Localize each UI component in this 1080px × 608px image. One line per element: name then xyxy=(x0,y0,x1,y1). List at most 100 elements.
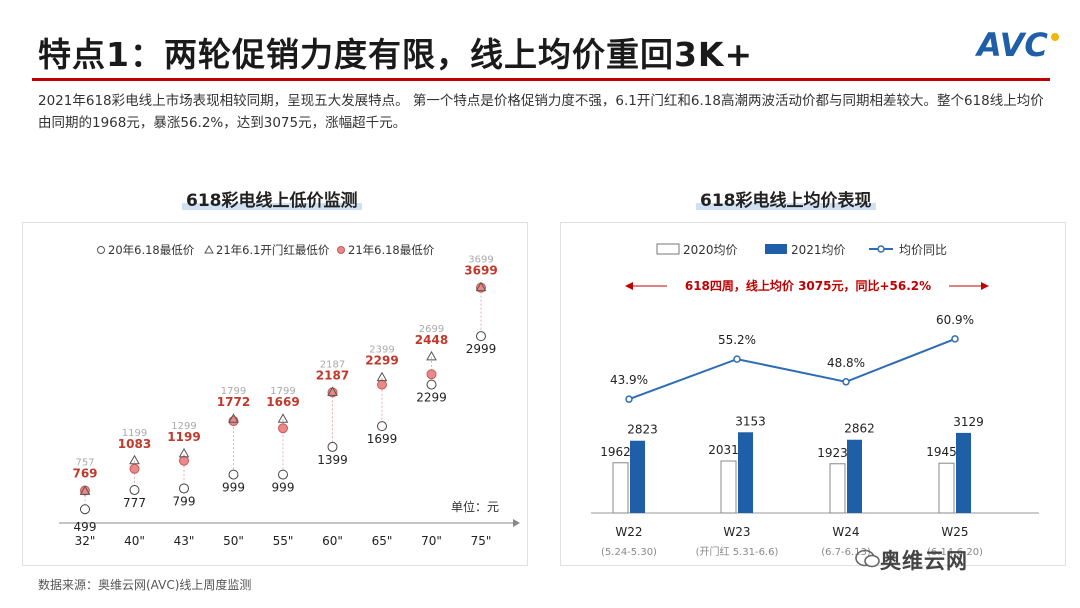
legend-label-1: 21年6.1开门红最低价 xyxy=(216,243,330,257)
bar-2020 xyxy=(829,463,846,514)
point-2020 xyxy=(228,469,239,480)
bar-label-2020: 1923 xyxy=(817,446,848,460)
legend-label-0: 20年6.18最低价 xyxy=(108,243,195,257)
yoy-point xyxy=(625,395,633,403)
x-tick-label: W23 xyxy=(723,525,750,539)
point-2021-61 xyxy=(426,350,437,361)
point-2021-61 xyxy=(178,447,190,458)
point-2020 xyxy=(179,483,189,494)
bar-label-2021: 2823 xyxy=(627,423,658,437)
bar-2021 xyxy=(956,432,971,513)
label-2021-618: 2299 xyxy=(365,354,398,368)
wechat-icon xyxy=(855,549,880,568)
yoy-line xyxy=(628,337,956,401)
avg-price-combo-chart: 2020均价 2021均价 均价同比 618四周，线上均价 3075元，同比+56.2… xyxy=(591,243,1039,558)
avc-logo: AVC xyxy=(975,26,1059,64)
point-2021-618 xyxy=(377,379,387,390)
point-2021-618 xyxy=(179,455,189,466)
x-axis-arrow xyxy=(513,519,520,527)
point-2020 xyxy=(327,441,338,452)
point-2021-61 xyxy=(277,413,289,423)
annotation-arrowhead-left xyxy=(625,282,633,290)
x-tick-label: 40" xyxy=(124,534,145,548)
bar-label-2020: 1962 xyxy=(600,445,631,459)
x-tick-label: 65" xyxy=(372,534,393,548)
yoy-point xyxy=(733,355,741,363)
bar-2020 xyxy=(938,462,955,514)
x-tick-label: W25 xyxy=(941,525,968,539)
bar-2020 xyxy=(612,462,629,514)
x-tick-label: 70" xyxy=(421,534,442,548)
x-tick-label: 75" xyxy=(471,534,492,548)
yoy-point xyxy=(842,378,850,386)
left-chart-title: 618彩电线上低价监测 xyxy=(182,186,362,211)
legend-swatch-2021 xyxy=(765,244,787,254)
annotation-arrowhead-right xyxy=(981,282,989,290)
label-2020: 2299 xyxy=(416,391,447,405)
description-text: 2021年618彩电线上市场表现相较同期，呈现五大发展特点。 第一个特点是价格促… xyxy=(38,93,1044,131)
x-tick-label: 32" xyxy=(75,534,96,548)
label-2020: 1699 xyxy=(367,432,398,446)
bar-label-2021: 2862 xyxy=(844,422,875,436)
unit-label: 单位：元 xyxy=(451,499,499,514)
point-2020 xyxy=(426,379,437,390)
low-price-scatter-chart: 20年6.18最低价 21年6.1开门红最低价 21年6.18最低价单位：元32"4… xyxy=(59,243,520,548)
yoy-point xyxy=(951,335,959,343)
label-2020: 1399 xyxy=(317,453,348,467)
yoy-label: 43.9% xyxy=(610,373,648,387)
legend-marker-1 xyxy=(204,244,214,254)
page-title: 特点1：两轮促销力度有限，线上均价重回3K+ xyxy=(38,35,754,74)
label-2021-61: 1199 xyxy=(122,428,147,439)
label-2021-61: 1299 xyxy=(171,421,196,432)
legend-label-2021: 2021均价 xyxy=(791,243,846,257)
yoy-label: 60.9% xyxy=(936,313,974,327)
bar-label-2021: 3129 xyxy=(953,415,984,429)
bar-label-2020: 2031 xyxy=(708,443,739,457)
label-2021-618: 1199 xyxy=(167,430,200,444)
logo-text: AVC xyxy=(975,26,1048,64)
legend-label-2: 21年6.18最低价 xyxy=(348,243,435,257)
x-tick-label: 43" xyxy=(174,534,195,548)
yoy-label: 48.8% xyxy=(827,356,865,370)
x-sub-label: (6.7-6.13) xyxy=(821,547,871,558)
x-sub-label: (开门红 5.31-6.6) xyxy=(696,545,779,558)
bar-2021 xyxy=(630,440,645,513)
point-2021-618 xyxy=(278,423,288,434)
bar-label-2021: 3153 xyxy=(735,414,766,428)
legend-swatch-2020 xyxy=(656,243,680,255)
point-2020 xyxy=(278,469,288,480)
bar-2021 xyxy=(738,432,753,513)
point-2021-618 xyxy=(426,369,437,380)
label-2021-61: 2699 xyxy=(419,324,444,335)
label-2020: 499 xyxy=(74,520,97,534)
label-2021-61: 1799 xyxy=(270,386,295,397)
point-2021-61 xyxy=(475,281,487,292)
bar-2020 xyxy=(720,460,737,514)
right-chart-title: 618彩电线上均价表现 xyxy=(696,186,876,211)
legend-label-yoy: 均价同比 xyxy=(899,243,947,257)
legend-marker-2 xyxy=(337,246,345,254)
point-2021-61 xyxy=(376,371,388,382)
data-source: 数据来源：奥维云网(AVC)线上周度监测 xyxy=(38,578,252,592)
label-2021-618: 1669 xyxy=(266,395,299,409)
point-2020 xyxy=(129,484,140,495)
label-2020: 999 xyxy=(222,481,245,495)
point-2021-618 xyxy=(228,416,239,427)
bar-2021 xyxy=(847,439,862,513)
label-2021-618: 2187 xyxy=(316,368,349,382)
right-chart-panel: 2020均价 2021均价 均价同比 618四周，线上均价 3075元，同比+56.2… xyxy=(560,222,1066,566)
x-tick-label: 50" xyxy=(223,534,244,548)
x-tick-label: W22 xyxy=(615,525,642,539)
yoy-label: 55.2% xyxy=(718,333,756,347)
x-tick-label: 60" xyxy=(322,534,343,548)
label-2020: 799 xyxy=(173,494,196,508)
title-divider xyxy=(32,78,1050,81)
label-2020: 999 xyxy=(272,481,295,495)
x-tick-label: W24 xyxy=(832,525,859,539)
left-chart-panel: 20年6.18最低价 21年6.1开门红最低价 21年6.18最低价 单位：元 32" 4… xyxy=(22,222,528,566)
bar-label-2020: 1945 xyxy=(926,445,957,459)
point-2021-61 xyxy=(228,413,239,423)
label-2020: 2999 xyxy=(466,342,497,356)
label-2021-61: 3699 xyxy=(468,255,493,266)
label-2021-61: 2399 xyxy=(369,345,394,356)
